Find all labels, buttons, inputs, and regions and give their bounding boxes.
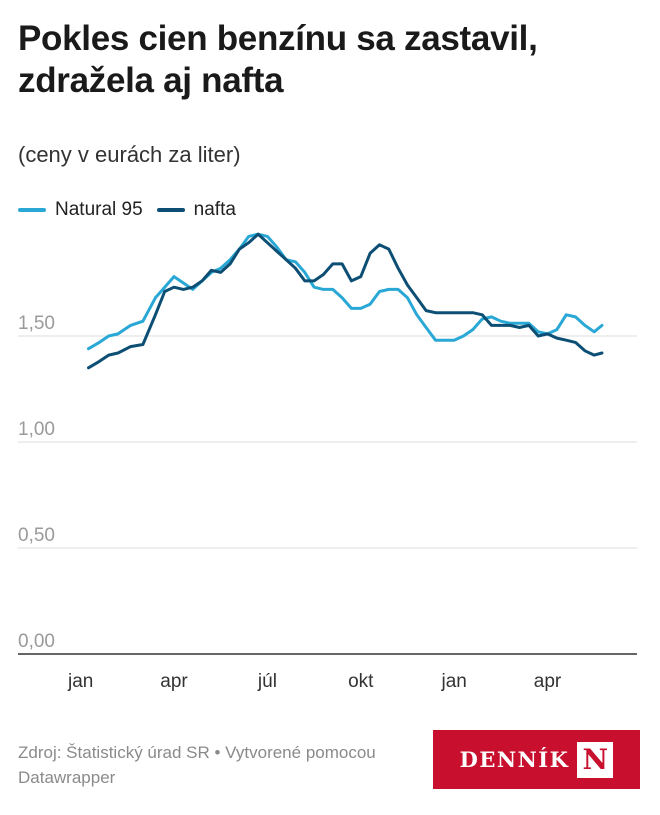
line-chart: 0,00 0,50 1,00 1,50 jan apr júl okt jan apr [18,232,637,692]
x-tick-label: okt [348,671,374,692]
logo-text: DENNÍK [459,747,570,772]
legend-label-natural95: Natural 95 [55,199,143,220]
x-tick-label: jan [440,671,466,692]
x-tick-label: jan [67,671,93,692]
chart-legend: Natural 95 nafta [18,199,250,221]
y-tick-label: 0,50 [18,525,55,546]
y-tick-label: 0,00 [18,631,55,652]
x-tick-label: apr [160,671,188,692]
y-tick-label: 1,00 [18,419,55,440]
source-note: Zdroj: Štatistický úrad SR • Vytvorené p… [18,743,376,787]
legend-item-natural95: Natural 95 [18,199,143,221]
chart-subtitle: (ceny v eurách za liter) [18,142,241,167]
legend-swatch-nafta [156,208,185,212]
chart-title: Pokles cien benzínu sa zastavil, zdražel… [18,19,538,100]
legend-item-nafta: nafta [156,199,236,221]
x-tick-label: júl [257,671,277,692]
dennik-n-logo: DENNÍK N [433,730,640,789]
logo-n-letter: N [582,742,609,776]
y-tick-label: 1,50 [18,313,55,334]
series-line-natural95 [87,232,604,351]
x-tick-label: apr [534,671,562,692]
legend-label-nafta: nafta [193,199,236,220]
legend-swatch-natural95 [18,208,46,212]
logo-n-icon: N [577,741,614,778]
series-line-nafta [87,232,604,370]
